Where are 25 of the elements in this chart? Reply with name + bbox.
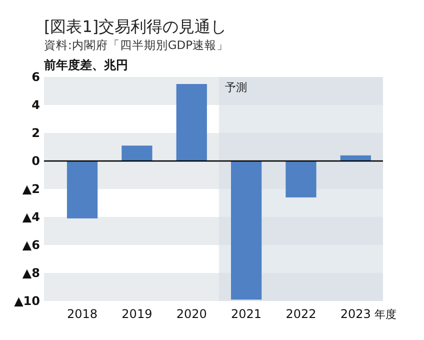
x-axis-title: 年度 xyxy=(374,308,397,321)
band-label: 予測 xyxy=(224,81,247,94)
chart-title: [図表1]交易利得の見通し xyxy=(44,17,227,36)
bar xyxy=(230,161,262,300)
x-tick-label: 2022 xyxy=(286,307,316,321)
x-tick-label: 2019 xyxy=(122,307,152,321)
bar xyxy=(122,146,152,161)
bar xyxy=(66,161,98,218)
y-tick-label: ▲2 xyxy=(22,182,40,196)
y-tick-label: ▲8 xyxy=(22,266,40,280)
x-tick-label: 2021 xyxy=(231,307,262,321)
bar xyxy=(176,84,207,161)
y-axis-title: 前年度差、兆円 xyxy=(43,58,128,72)
y-tick-label: 6 xyxy=(32,70,40,84)
x-tick-label: 2020 xyxy=(176,307,207,321)
bar xyxy=(286,161,316,198)
chart-subtitle: 資料:内閣府「四半期別GDP速報」 xyxy=(44,38,229,52)
y-tick-label: 2 xyxy=(32,126,40,140)
y-tick-label: ▲4 xyxy=(22,210,40,224)
y-tick-label: ▲10 xyxy=(14,294,40,308)
y-tick-label: 0 xyxy=(32,154,40,168)
x-tick-label: 2018 xyxy=(67,307,98,321)
y-tick-label: 4 xyxy=(32,98,40,112)
x-tick-label: 2023 xyxy=(340,307,371,321)
y-tick-label: ▲6 xyxy=(22,238,40,252)
